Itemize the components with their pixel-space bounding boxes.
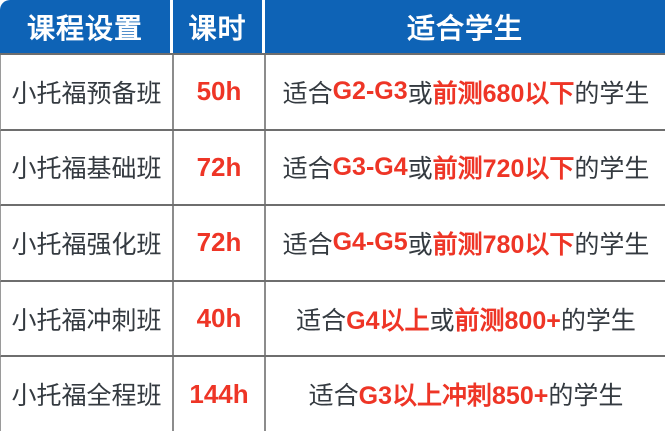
course-hours-cell: 40h — [174, 281, 266, 356]
course-name-cell: 小托福冲刺班 — [1, 281, 174, 356]
header-cell-hours: 课时 — [173, 0, 265, 53]
table-row: 小托福冲刺班 40h 适合 G4以上或前测800+ 的学生 — [0, 281, 665, 358]
highlighted-text: G3-G4 — [332, 152, 408, 181]
course-name-cell: 小托福基础班 — [1, 130, 174, 205]
plain-text: 或 — [429, 306, 455, 335]
table-row: 小托福基础班 72h 适合 G3-G4 或前测720以下 的学生 — [0, 130, 665, 207]
highlighted-text: 前测780以下 — [432, 230, 575, 259]
highlighted-text: 前测800+ — [454, 306, 561, 335]
table-header-row: 课程设置 课时 适合学生 — [0, 0, 665, 55]
highlighted-text: G3以上冲刺850+ — [358, 382, 549, 411]
plain-text: 适合 — [308, 382, 359, 411]
course-hours-cell: 72h — [174, 206, 266, 280]
course-hours-cell: 50h — [174, 55, 266, 129]
course-name-cell: 小托福全程班 — [1, 357, 174, 431]
course-name-cell: 小托福预备班 — [1, 55, 174, 129]
header-cell-suitable-students: 适合学生 — [406, 12, 523, 44]
suitable-students-cell: 适合 G2-G3 或前测680以下 的学生 — [266, 55, 665, 129]
suitable-students-cell: 适合 G3以上冲刺850+ 的学生 — [266, 357, 665, 431]
table-row: 小托福全程班 144h 适合 G3以上冲刺850+ 的学生 — [0, 357, 665, 431]
plain-text: 或 — [407, 155, 433, 184]
plain-text: 或 — [407, 79, 433, 108]
plain-text: 或 — [407, 230, 433, 259]
header-cell-course-setup: 课程设置 — [0, 0, 173, 53]
highlighted-text: 前测720以下 — [432, 155, 575, 184]
plain-text: 适合 — [282, 230, 333, 259]
course-hours-cell: 144h — [174, 357, 266, 431]
table-row: 小托福预备班 50h 适合 G2-G3 或前测680以下 的学生 — [0, 55, 665, 131]
plain-text: 的学生 — [548, 382, 624, 411]
highlighted-text: G4以上 — [346, 306, 430, 335]
plain-text: 的学生 — [574, 155, 650, 184]
highlighted-text: G4-G5 — [332, 228, 408, 257]
plain-text: 适合 — [282, 79, 333, 108]
plain-text: 的学生 — [574, 230, 650, 259]
highlighted-text: G2-G3 — [332, 77, 408, 106]
suitable-students-cell: 适合 G4以上或前测800+ 的学生 — [266, 282, 665, 356]
table-row: 小托福强化班 72h 适合 G4-G5 或前测780以下 的学生 — [0, 206, 665, 282]
plain-text: 适合 — [296, 306, 347, 335]
course-hours-cell: 72h — [174, 130, 266, 205]
highlighted-text: 前测680以下 — [432, 79, 575, 108]
plain-text: 的学生 — [560, 306, 636, 335]
course-name-cell: 小托福强化班 — [1, 206, 174, 280]
plain-text: 适合 — [282, 155, 333, 184]
suitable-students-cell: 适合 G3-G4 或前测720以下 的学生 — [266, 131, 665, 205]
table-body: 小托福预备班 50h 适合 G2-G3 或前测680以下 的学生 小托福基础班 72h 适合 G3… — [0, 55, 665, 431]
plain-text: 的学生 — [574, 79, 650, 108]
suitable-students-cell: 适合 G4-G5 或前测780以下 的学生 — [266, 206, 665, 280]
